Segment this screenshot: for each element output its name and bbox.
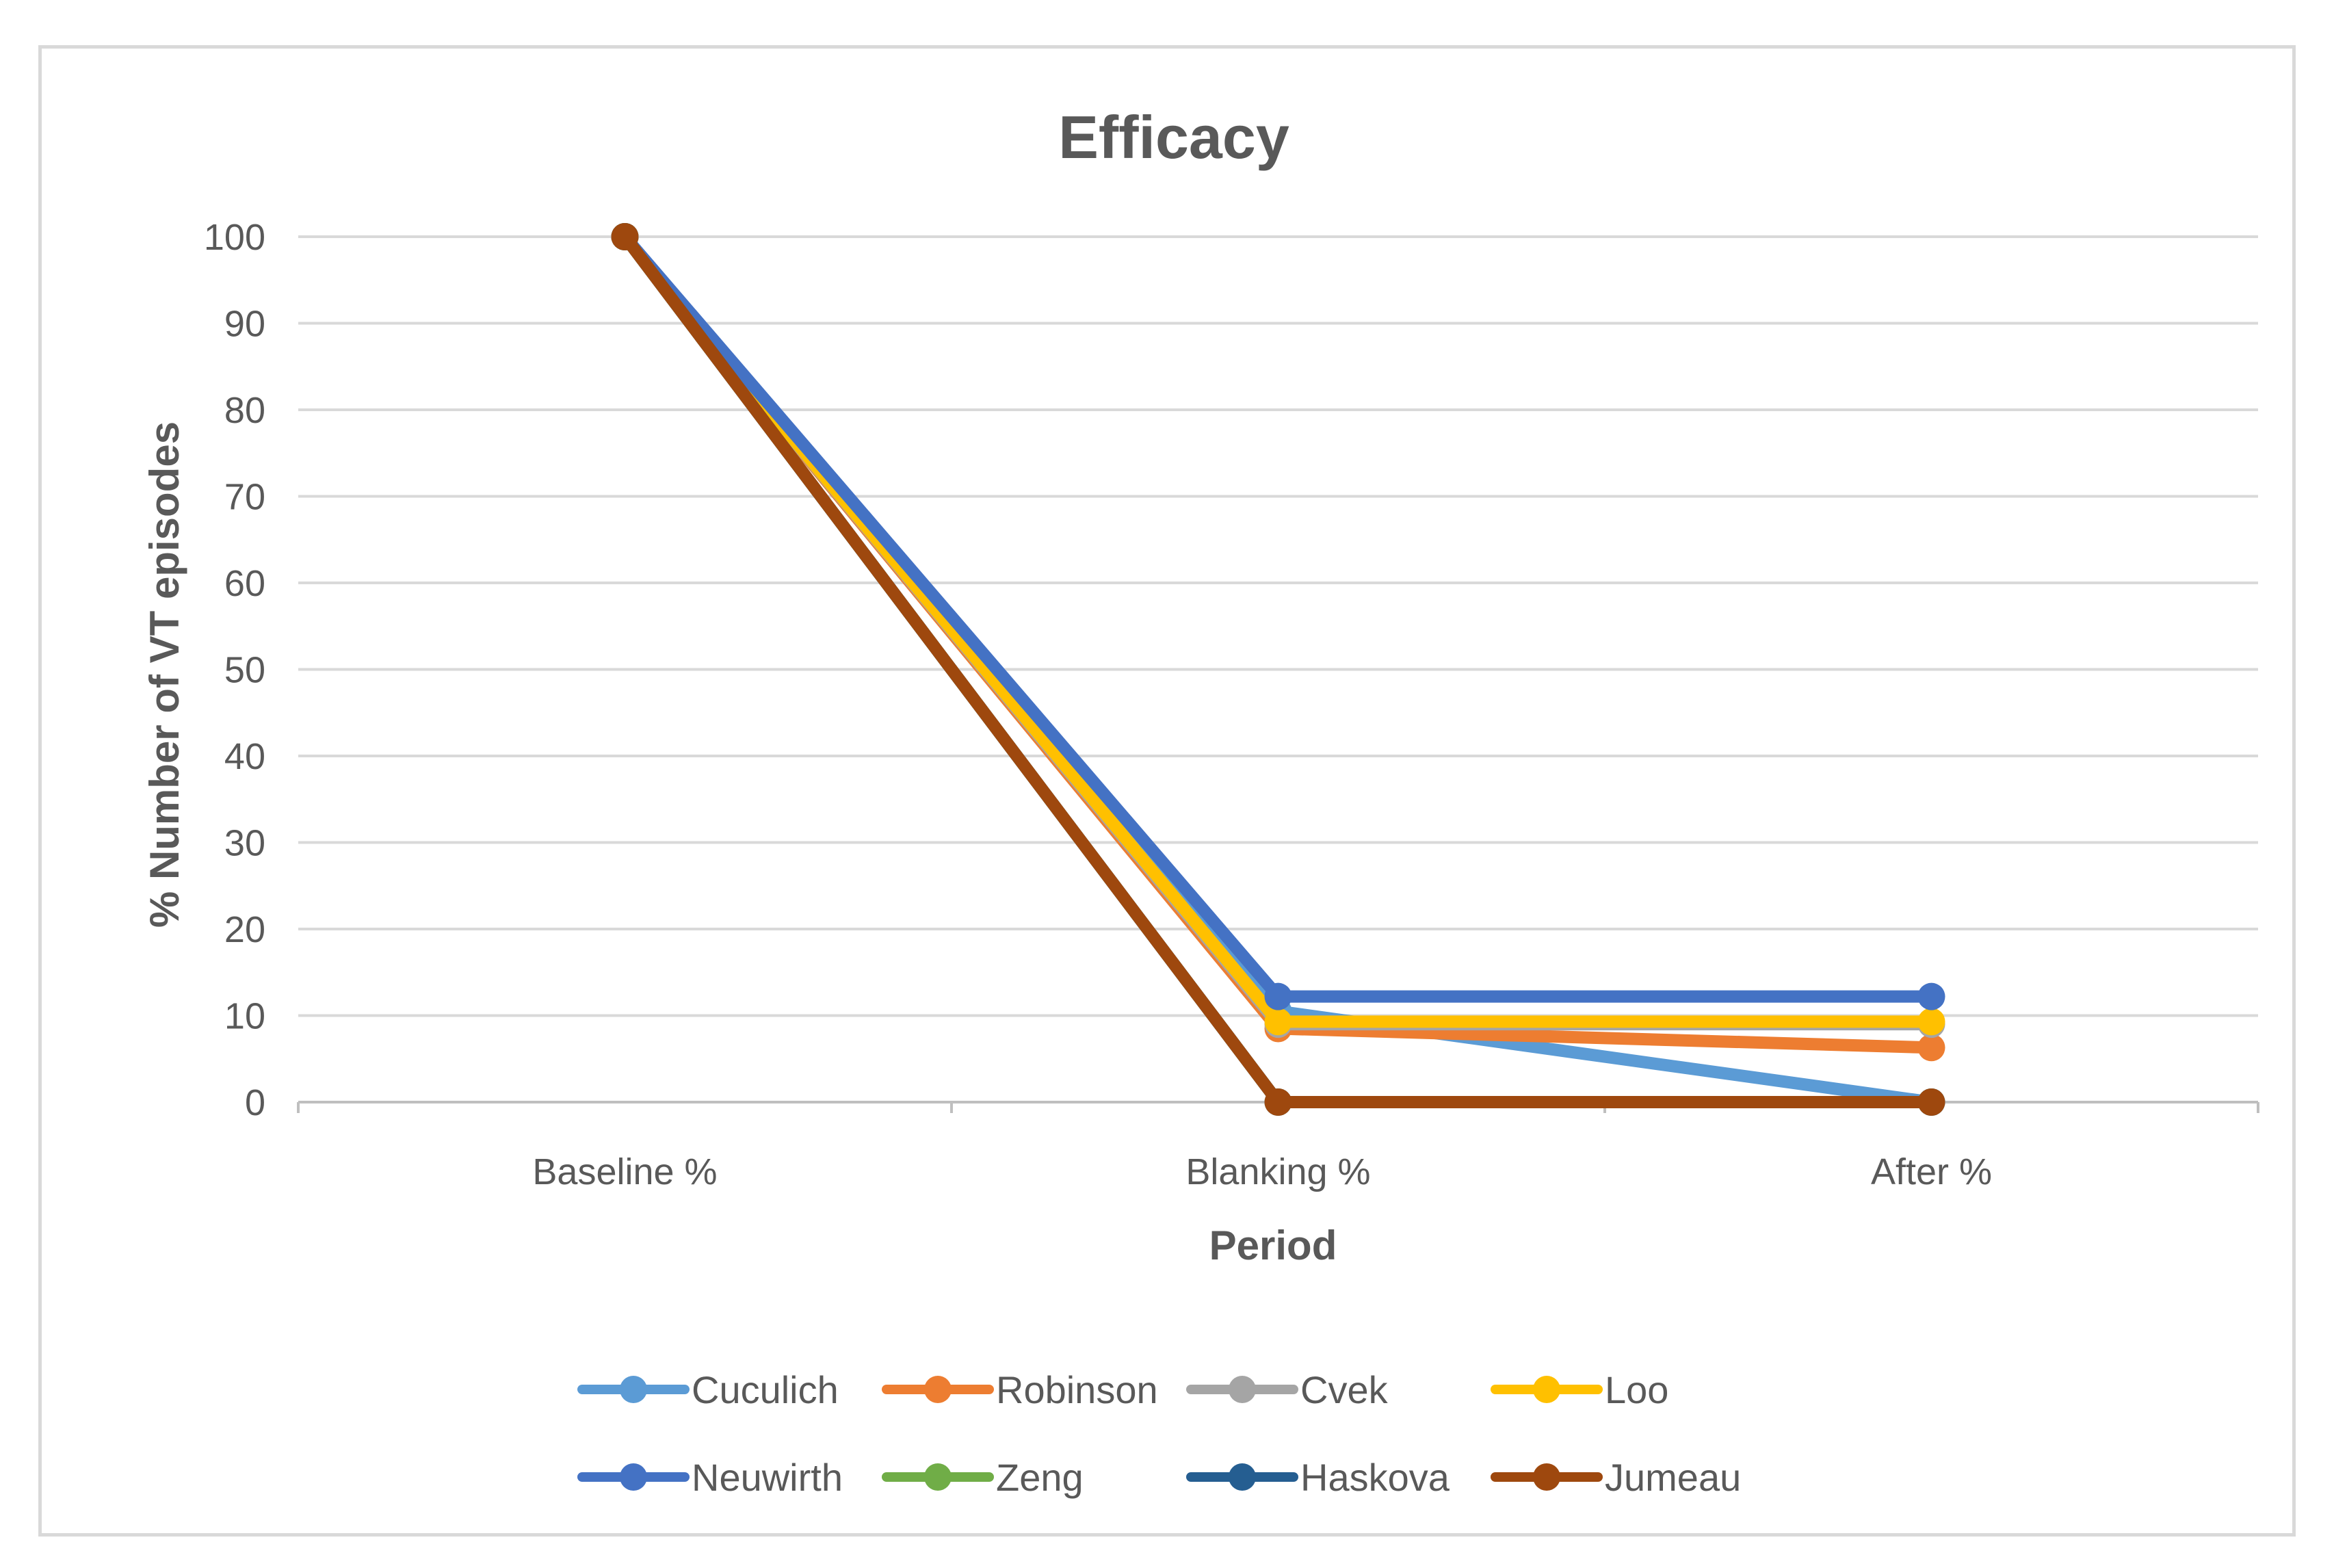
series-line xyxy=(618,231,1938,1054)
legend-dot-marker xyxy=(1229,1463,1256,1491)
x-axis-ticks: Baseline % Blanking % After % xyxy=(532,1151,1992,1192)
legend-dot-marker xyxy=(1533,1376,1560,1403)
series-line xyxy=(618,231,1938,1031)
legend-label: Cuculich xyxy=(692,1368,839,1411)
legend-item-zeng[interactable]: Zeng xyxy=(882,1456,1084,1499)
legend-label: Haskova xyxy=(1300,1456,1450,1499)
y-tick-label: 20 xyxy=(224,909,265,950)
y-axis-title: % Number of VT episodes xyxy=(142,421,187,928)
x-axis-title: Period xyxy=(1209,1223,1337,1268)
y-tick-label: 0 xyxy=(245,1082,265,1123)
data-point xyxy=(1917,982,1945,1010)
y-tick-label: 100 xyxy=(204,217,265,258)
series-line xyxy=(618,231,1938,1003)
legend-dot-marker xyxy=(1533,1463,1560,1491)
legend-label: Zeng xyxy=(996,1456,1084,1499)
legend-dot-marker xyxy=(924,1376,952,1403)
y-tick-label: 40 xyxy=(224,736,265,777)
series-loo xyxy=(611,223,1945,1036)
legend-label: Cvek xyxy=(1300,1368,1389,1411)
x-tick-label: After % xyxy=(1871,1151,1992,1192)
y-tick-label: 10 xyxy=(224,996,265,1037)
legend-item-cuculich[interactable]: Cuculich xyxy=(577,1368,839,1411)
x-tick-label: Blanking % xyxy=(1185,1151,1370,1192)
legend-dot-marker xyxy=(620,1376,647,1403)
legend-label: Jumeau xyxy=(1605,1456,1741,1499)
legend-item-cvek[interactable]: Cvek xyxy=(1186,1368,1389,1411)
legend: Cuculich Robinson Cvek Loo Neuwirth Zeng Hasko… xyxy=(577,1368,1741,1499)
y-axis-ticks: 0 10 20 30 40 50 60 70 80 90 100 xyxy=(204,217,265,1123)
data-point xyxy=(1917,1088,1945,1116)
legend-dot-marker xyxy=(924,1463,952,1491)
series-jumeau xyxy=(611,223,1945,1116)
series-neuwirth xyxy=(611,223,1945,1010)
chart-svg: 0 10 20 30 40 50 60 70 80 90 100 Baseline % Blankin… xyxy=(142,103,2259,1499)
gridlines xyxy=(298,235,2258,1017)
data-point xyxy=(1917,1034,1945,1062)
y-tick-label: 90 xyxy=(224,304,265,345)
series-line xyxy=(618,231,1938,1028)
data-point xyxy=(1264,1088,1292,1116)
y-tick-label: 50 xyxy=(224,650,265,691)
y-tick-label: 30 xyxy=(224,823,265,864)
data-point xyxy=(1264,982,1292,1010)
chart-container: 0 10 20 30 40 50 60 70 80 90 100 Baseline % Blankin… xyxy=(38,45,2296,1537)
y-tick-label: 70 xyxy=(224,477,265,518)
data-point xyxy=(1917,1008,1945,1036)
series-lines xyxy=(611,223,1945,1116)
series-cvek xyxy=(611,223,1945,1038)
legend-dot-marker xyxy=(1229,1376,1256,1403)
series-robinson xyxy=(611,223,1945,1062)
legend-label: Loo xyxy=(1605,1368,1668,1411)
legend-item-neuwirth[interactable]: Neuwirth xyxy=(577,1456,843,1499)
x-tick-label: Baseline % xyxy=(532,1151,717,1192)
legend-label: Robinson xyxy=(996,1368,1158,1411)
legend-item-haskova[interactable]: Haskova xyxy=(1186,1456,1450,1499)
data-point xyxy=(611,223,639,250)
data-point xyxy=(1264,1008,1292,1036)
chart-title: Efficacy xyxy=(1058,103,1289,171)
legend-item-loo[interactable]: Loo xyxy=(1491,1368,1668,1411)
legend-label: Neuwirth xyxy=(692,1456,843,1499)
y-tick-label: 80 xyxy=(224,390,265,431)
legend-item-robinson[interactable]: Robinson xyxy=(882,1368,1158,1411)
legend-item-jumeau[interactable]: Jumeau xyxy=(1491,1456,1741,1499)
y-tick-label: 60 xyxy=(224,563,265,604)
legend-dot-marker xyxy=(620,1463,647,1491)
